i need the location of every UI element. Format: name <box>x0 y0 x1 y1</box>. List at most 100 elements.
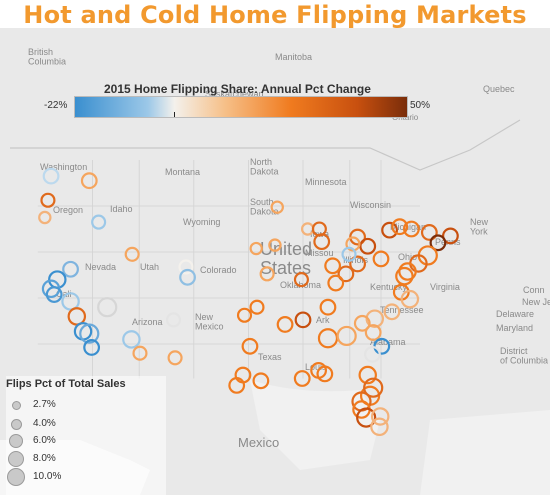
map-label-united-states: United States <box>260 239 312 278</box>
market-marker[interactable] <box>241 337 259 355</box>
size-legend-title: Flips Pct of Total Sales <box>6 378 126 390</box>
market-marker[interactable] <box>363 377 384 398</box>
map-label-idaho: Idaho <box>110 204 133 214</box>
map-label-maryland: Maryland <box>496 323 533 333</box>
market-marker[interactable] <box>341 246 357 262</box>
market-marker[interactable] <box>420 224 438 241</box>
map-label-texas: Texas <box>258 352 282 362</box>
market-marker[interactable] <box>310 362 328 379</box>
market-marker[interactable] <box>97 297 118 318</box>
map-label-utah: Utah <box>140 262 159 272</box>
page-title: Hot and Cold Home Flipping Markets <box>23 1 527 29</box>
market-marker[interactable] <box>38 210 52 225</box>
map-label-manitoba: Manitoba <box>275 52 312 62</box>
market-marker[interactable] <box>228 377 246 394</box>
market-marker[interactable] <box>179 268 196 286</box>
market-marker[interactable] <box>167 350 183 366</box>
size-legend-item: 6.0% <box>0 433 120 451</box>
map-label-district-of-columbia: District of Columbia <box>500 346 548 365</box>
market-marker[interactable] <box>372 250 390 268</box>
size-legend-label: 10.0% <box>33 471 62 482</box>
market-marker[interactable] <box>132 345 148 361</box>
market-marker[interactable] <box>429 234 447 252</box>
map-label-north-dakota: North Dakota <box>250 157 279 176</box>
market-markers <box>38 167 459 437</box>
map-label-connecticut: Conn <box>523 285 545 295</box>
market-marker[interactable] <box>40 192 56 208</box>
market-marker[interactable] <box>293 272 309 288</box>
market-marker[interactable] <box>252 372 270 390</box>
map-labels: British Columbia Manitoba Saskatchewan Quebe… <box>28 47 550 450</box>
market-marker[interactable] <box>62 260 79 278</box>
map-label-colorado: Colorado <box>200 265 237 275</box>
market-marker[interactable] <box>45 286 63 303</box>
market-marker[interactable] <box>370 417 389 437</box>
map-label-virginia: Virginia <box>430 282 460 292</box>
market-marker[interactable] <box>165 312 182 328</box>
market-marker[interactable] <box>259 266 275 282</box>
market-marker[interactable] <box>391 218 409 236</box>
size-legend-item: 2.7% <box>0 397 120 415</box>
market-marker[interactable] <box>79 323 100 344</box>
market-marker[interactable] <box>124 246 140 262</box>
market-marker[interactable] <box>324 257 342 275</box>
market-marker[interactable] <box>356 407 377 428</box>
market-marker[interactable] <box>83 339 101 356</box>
market-marker[interactable] <box>294 311 312 329</box>
map-label-arkansas: Ark <box>316 315 330 325</box>
market-marker[interactable] <box>398 262 417 281</box>
market-marker[interactable] <box>91 214 107 230</box>
market-marker[interactable] <box>178 259 194 275</box>
map-label-tennessee: Tennessee <box>380 305 424 315</box>
market-marker[interactable] <box>353 314 371 332</box>
market-marker[interactable] <box>122 330 141 349</box>
market-marker[interactable] <box>270 200 284 214</box>
market-marker[interactable] <box>313 233 331 251</box>
size-legend-item: 10.0% <box>0 468 120 487</box>
market-marker[interactable] <box>442 227 459 245</box>
color-legend-gradient <box>74 96 408 118</box>
market-marker[interactable] <box>364 345 381 363</box>
atlantic-ocean <box>420 410 550 495</box>
map-label-nevada: Nevada <box>85 262 116 272</box>
size-legend-circle <box>9 434 23 448</box>
market-marker[interactable] <box>80 172 98 190</box>
market-marker[interactable] <box>383 303 401 321</box>
size-legend-circle <box>8 451 24 467</box>
market-marker[interactable] <box>400 289 420 309</box>
map-label-missouri: Missou <box>305 248 334 258</box>
market-marker[interactable] <box>293 370 311 387</box>
market-marker[interactable] <box>349 255 367 273</box>
market-marker[interactable] <box>370 407 390 426</box>
map-label-washington: Washington <box>40 162 87 172</box>
map-label-mexico: Mexico <box>238 435 279 450</box>
market-marker[interactable] <box>336 325 357 347</box>
market-marker[interactable] <box>359 237 377 255</box>
market-marker[interactable] <box>276 316 294 333</box>
market-marker[interactable] <box>236 307 253 323</box>
map-label-south-dakota: South Dakota <box>250 197 279 216</box>
map-label-quebec: Quebec <box>483 84 515 94</box>
size-legend-circle <box>10 418 22 430</box>
market-marker[interactable] <box>337 265 355 283</box>
market-marker[interactable] <box>381 221 398 239</box>
market-marker[interactable] <box>395 266 414 286</box>
market-marker[interactable] <box>249 241 263 256</box>
market-marker[interactable] <box>358 365 377 385</box>
size-legend-circle <box>7 468 25 486</box>
market-marker[interactable] <box>319 298 337 316</box>
color-legend-max: 50% <box>410 100 431 111</box>
market-marker[interactable] <box>364 324 382 341</box>
market-marker[interactable] <box>327 274 345 292</box>
market-marker[interactable] <box>42 167 60 185</box>
market-marker[interactable] <box>268 238 282 252</box>
market-marker[interactable] <box>249 299 265 315</box>
map-label-saskatchewan: Saskatchewan <box>205 89 264 99</box>
market-marker[interactable] <box>403 220 420 238</box>
color-legend-zero-tick <box>174 112 175 117</box>
map-label-ohio: Ohio <box>398 252 417 262</box>
size-legend-circle <box>11 400 21 410</box>
map-label-minnesota: Minnesota <box>305 177 347 187</box>
map-label-new-york: New York <box>470 217 489 236</box>
